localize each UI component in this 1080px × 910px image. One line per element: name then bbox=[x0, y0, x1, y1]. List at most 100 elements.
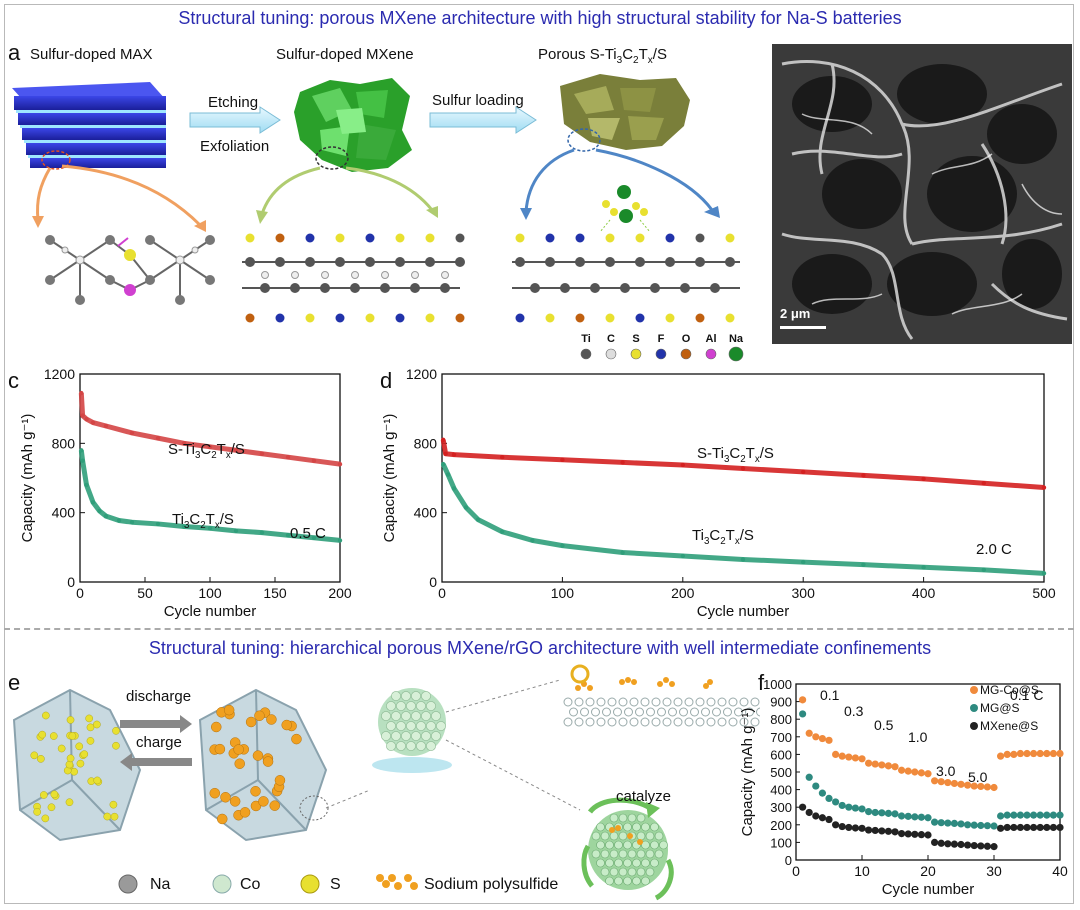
element-legend-label: F bbox=[658, 333, 665, 345]
graphene-node bbox=[728, 697, 738, 707]
data-point-1 bbox=[884, 809, 892, 817]
scale-bar-label: 2 μm bbox=[780, 306, 811, 321]
data-point-1 bbox=[983, 822, 991, 830]
data-point-0 bbox=[950, 779, 958, 788]
co-nanoparticle bbox=[609, 813, 619, 823]
co-nanoparticle bbox=[627, 849, 637, 859]
co-nanoparticle bbox=[650, 822, 659, 832]
graphene-node bbox=[745, 707, 754, 717]
x-tick-label: 30 bbox=[986, 863, 1002, 879]
co-nanoparticle bbox=[632, 858, 641, 868]
graphene-node bbox=[723, 707, 732, 717]
data-point-0 bbox=[944, 778, 952, 787]
data-point-2 bbox=[911, 830, 919, 838]
graphene-node bbox=[618, 717, 628, 727]
data-point-0 bbox=[1036, 749, 1044, 758]
data-point-1 bbox=[871, 808, 879, 817]
legend-label-2: MXene@S bbox=[980, 719, 1038, 733]
polysulfide-particle bbox=[291, 733, 302, 745]
co-nanoparticle bbox=[406, 701, 416, 711]
co-nanoparticle bbox=[609, 867, 619, 877]
graphene-node bbox=[563, 697, 573, 707]
data-point bbox=[1041, 571, 1047, 576]
data-point-0 bbox=[1023, 749, 1031, 758]
co-nanoparticle bbox=[641, 840, 650, 850]
co-nanoparticle bbox=[436, 721, 446, 731]
graphene-node bbox=[651, 697, 661, 707]
data-point-2 bbox=[1016, 823, 1024, 832]
label-etching: Etching bbox=[208, 94, 259, 111]
legend-label-1: MG@S bbox=[980, 701, 1020, 715]
series-line-1 bbox=[440, 463, 1045, 576]
data-point bbox=[475, 517, 481, 522]
data-point-0 bbox=[1003, 750, 1011, 758]
rate-label: 1.0 bbox=[908, 729, 928, 745]
y-tick-label: 600 bbox=[770, 747, 792, 762]
graphene-node bbox=[635, 707, 644, 717]
data-point-0 bbox=[990, 783, 998, 792]
data-point-2 bbox=[871, 826, 879, 835]
graphene-node bbox=[684, 697, 694, 707]
label-exfoliation: Exfoliation bbox=[200, 138, 270, 155]
data-point bbox=[79, 390, 84, 396]
graphene-node bbox=[662, 697, 672, 707]
data-point-2 bbox=[884, 827, 892, 835]
data-point-0 bbox=[931, 777, 939, 785]
data-point bbox=[233, 448, 239, 453]
panel-e-illustration bbox=[12, 664, 760, 901]
label-catalyze: catalyze bbox=[616, 788, 672, 805]
co-nanoparticle bbox=[406, 741, 416, 751]
data-point-1 bbox=[1049, 811, 1057, 819]
plot-frame bbox=[441, 373, 1045, 583]
co-nanoparticle bbox=[641, 876, 650, 886]
x-tick-label: 0 bbox=[438, 585, 446, 601]
section-divider bbox=[4, 628, 1074, 630]
data-point-0 bbox=[964, 781, 972, 789]
data-point-2 bbox=[818, 814, 826, 822]
data-point bbox=[181, 441, 187, 446]
data-point bbox=[311, 535, 317, 540]
co-nanoparticle bbox=[650, 840, 659, 850]
co-nanoparticle bbox=[627, 867, 637, 877]
data-point-2 bbox=[1003, 823, 1011, 832]
data-point-0 bbox=[851, 754, 859, 762]
co-nanoparticle bbox=[609, 849, 619, 859]
data-point-1 bbox=[957, 820, 965, 828]
graphene-node bbox=[712, 707, 721, 717]
chart-f: 0 10 20 30 400100200300400500600700800900100… bbox=[740, 677, 1068, 898]
sulfur-particle bbox=[41, 814, 50, 823]
sulfur-particle bbox=[110, 812, 119, 821]
max-atomic-lattice bbox=[45, 235, 215, 305]
panel-letter-d: d bbox=[380, 368, 393, 393]
data-point-2 bbox=[977, 842, 985, 850]
panel-letter-a: a bbox=[8, 40, 21, 65]
graphene-node bbox=[613, 707, 622, 717]
graphene-node bbox=[684, 717, 694, 727]
x-axis-label: Cycle number bbox=[697, 603, 790, 620]
data-point-2 bbox=[983, 842, 991, 850]
graphene-node bbox=[673, 697, 683, 707]
data-point bbox=[441, 461, 446, 467]
co-nanoparticle bbox=[416, 701, 426, 711]
x-axis-label: Cycle number bbox=[882, 881, 975, 898]
data-point bbox=[103, 423, 109, 429]
data-point bbox=[129, 520, 135, 525]
data-point bbox=[463, 505, 469, 510]
data-point-2 bbox=[1023, 823, 1031, 832]
sulfur-particle bbox=[86, 723, 95, 732]
graphene-node bbox=[585, 717, 595, 727]
data-point-2 bbox=[1030, 823, 1038, 832]
co-sphere bbox=[372, 688, 452, 773]
data-point bbox=[443, 451, 448, 456]
legend-label-0: MG-Co@S bbox=[980, 683, 1039, 697]
data-point-2 bbox=[964, 841, 972, 849]
polysulfide-particle bbox=[258, 796, 269, 807]
graphene-node bbox=[563, 717, 573, 727]
data-point-2 bbox=[1036, 823, 1044, 832]
figure-frame bbox=[4, 4, 1074, 904]
element-legend: Ti C S F O Al Na bbox=[578, 330, 768, 364]
graphene-node bbox=[750, 717, 760, 727]
graphene-node bbox=[690, 707, 699, 717]
co-nanoparticle bbox=[426, 721, 436, 731]
data-point-2 bbox=[937, 839, 945, 847]
